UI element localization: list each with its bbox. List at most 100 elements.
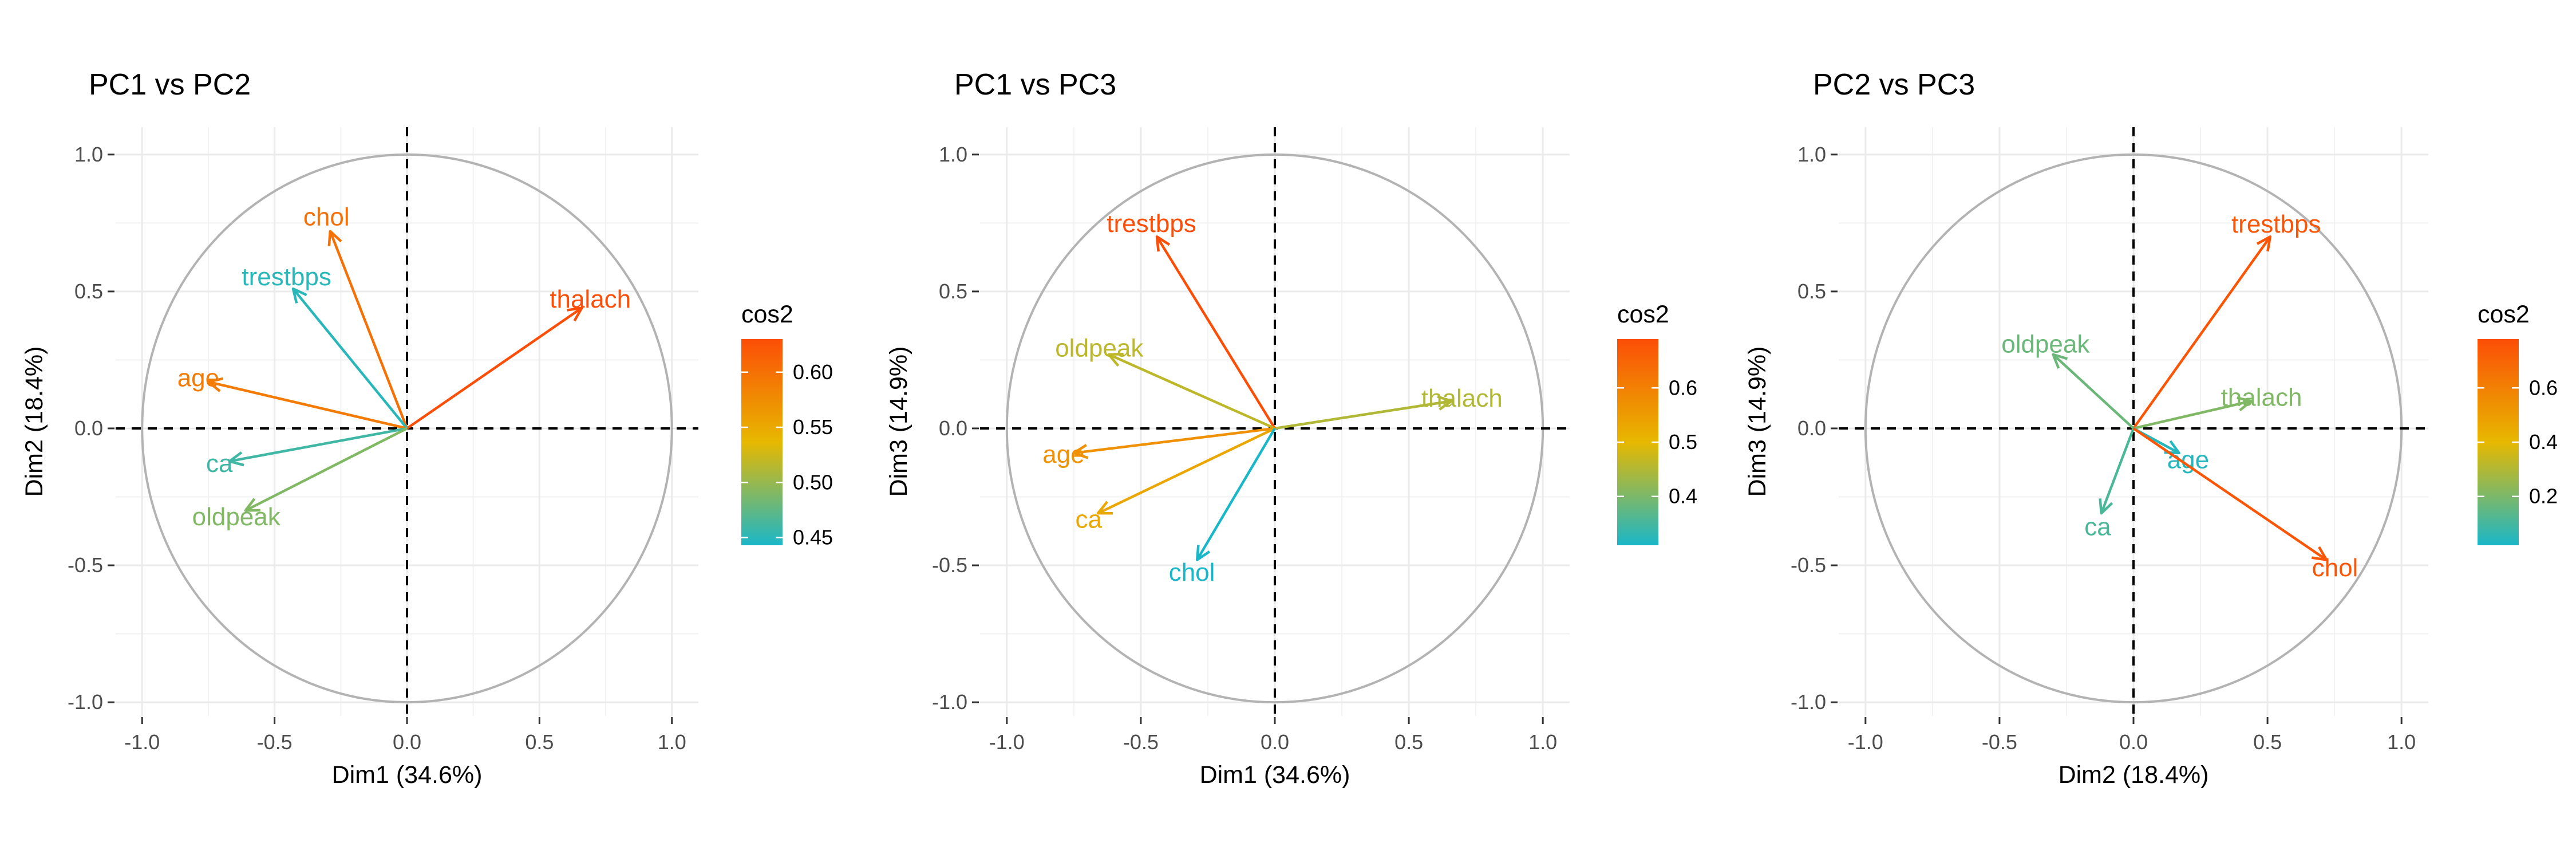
- vector-ca: [2100, 428, 2135, 514]
- vector-chol: [2132, 427, 2328, 561]
- vector-label-trestbps: trestbps: [1107, 210, 1196, 238]
- colorbar-tick-label: 0.50: [793, 470, 833, 494]
- arrowhead-oldpeak: [2052, 353, 2068, 369]
- y-tick-label: -0.5: [932, 553, 967, 577]
- vector-age: [208, 380, 408, 430]
- colorbar-tick-label: 0.6: [1669, 376, 1697, 399]
- vector-label-age: age: [177, 364, 219, 392]
- legend-title: cos2: [741, 301, 793, 328]
- y-tick-label: 1.0: [1797, 143, 1826, 166]
- vector-ca: [229, 427, 408, 463]
- arrowhead-trestbps: [2256, 235, 2272, 252]
- y-tick-label: 0.0: [939, 416, 967, 440]
- arrowhead-ca: [2099, 498, 2113, 515]
- y-tick-label: -1.0: [1791, 690, 1826, 714]
- vector-label-oldpeak: oldpeak: [2001, 330, 2090, 358]
- x-tick-label: 1.0: [2387, 730, 2416, 754]
- legend: cos2 0.45 0.50 0.55 0.60: [741, 301, 833, 549]
- vector-label-ca: ca: [1076, 505, 1103, 533]
- vector-label-oldpeak: oldpeak: [1055, 334, 1144, 362]
- colorbar-tick-label: 0.5: [1669, 430, 1697, 454]
- x-tick-label: 0.5: [1394, 730, 1423, 754]
- unit-circle: [141, 153, 673, 704]
- arrowhead-ca: [1096, 501, 1113, 515]
- arrowhead-thalach: [567, 306, 583, 322]
- vector-thalach: [406, 306, 583, 430]
- panel-1: thalach chol trestbps age ca oldpeak -1.0 -0.5 0…: [21, 68, 833, 789]
- vector-label-ca: ca: [2084, 513, 2111, 541]
- chart-title: PC1 vs PC3: [954, 68, 1116, 101]
- y-tick-label: 1.0: [939, 143, 967, 166]
- colorbar-tick-label: 0.4: [1669, 485, 1697, 508]
- arrowhead-chol: [2312, 546, 2328, 561]
- x-tick-label: -0.5: [1982, 730, 2017, 754]
- arrowhead-chol: [1195, 545, 1211, 561]
- x-tick-label: -0.5: [1123, 730, 1159, 754]
- y-tick-label: 0.0: [1797, 416, 1826, 440]
- vector-label-chol: chol: [2312, 554, 2358, 582]
- vector-label-thalach: thalach: [2221, 383, 2302, 411]
- x-tick-label: -1.0: [1848, 730, 1883, 754]
- vector-chol: [329, 230, 409, 429]
- legend-title: cos2: [1617, 301, 1669, 328]
- y-axis-label: Dim3 (14.9%): [1744, 347, 1771, 497]
- vector-thalach: [2133, 399, 2252, 430]
- vector-label-oldpeak: oldpeak: [192, 503, 281, 531]
- x-axis-label: Dim1 (34.6%): [332, 761, 483, 789]
- panel-2: thalach trestbps oldpeak age ca chol -1.0 -0.5 0…: [885, 68, 1697, 789]
- panel-3: trestbps oldpeak thalach age ca chol -1.0 -0.5 0…: [1744, 68, 2558, 789]
- vector-label-chol: chol: [1169, 558, 1215, 587]
- x-tick-label: 0.0: [2119, 730, 2148, 754]
- arrowhead-thalach: [1437, 395, 1453, 411]
- arrowhead-trestbps: [291, 287, 307, 304]
- vector-oldpeak: [244, 427, 408, 512]
- arrowhead-chol: [327, 230, 342, 246]
- x-axis-label: Dim2 (18.4%): [2059, 761, 2209, 789]
- y-axis-label: Dim2 (18.4%): [21, 347, 48, 497]
- vector-label-ca: ca: [206, 450, 233, 478]
- vector-ca: [1097, 427, 1275, 515]
- legend-title: cos2: [2478, 301, 2530, 328]
- y-tick-label: 1.0: [74, 143, 103, 166]
- colorbar-tick-label: 0.2: [2529, 485, 2558, 508]
- vector-label-age: age: [1042, 440, 1084, 469]
- vector-trestbps: [292, 288, 408, 430]
- arrowhead-trestbps: [1155, 235, 1171, 252]
- x-tick-label: -1.0: [124, 730, 160, 754]
- y-tick-label: -0.5: [68, 553, 103, 577]
- colorbar-tick-label: 0.60: [793, 360, 833, 384]
- vector-label-trestbps: trestbps: [242, 263, 331, 291]
- x-tick-label: -1.0: [989, 730, 1025, 754]
- chart-title: PC1 vs PC2: [89, 68, 251, 101]
- vector-thalach: [1274, 399, 1452, 430]
- vector-chol: [1196, 427, 1276, 561]
- arrowhead-age: [207, 377, 223, 392]
- arrowhead-thalach: [2237, 396, 2253, 412]
- vector-oldpeak: [2052, 353, 2135, 430]
- colorbar: [741, 339, 783, 545]
- arrowhead-oldpeak: [244, 498, 260, 512]
- colorbar-tick-label: 0.4: [2529, 430, 2558, 454]
- y-tick-label: 0.0: [74, 416, 103, 440]
- x-tick-label: 1.0: [1528, 730, 1557, 754]
- legend: cos2 0.4 0.5 0.6: [1617, 301, 1697, 545]
- vector-label-age: age: [2167, 446, 2209, 474]
- x-tick-label: 0.0: [1261, 730, 1289, 754]
- x-tick-label: 1.0: [658, 730, 686, 754]
- colorbar-tick-label: 0.6: [2529, 376, 2558, 399]
- y-tick-label: -1.0: [932, 690, 967, 714]
- y-tick-label: 0.5: [1797, 280, 1826, 303]
- vector-label-chol: chol: [303, 203, 350, 231]
- vector-label-thalach: thalach: [550, 285, 631, 313]
- colorbar-tick-label: 0.45: [793, 526, 833, 549]
- vector-age: [1073, 427, 1275, 455]
- vector-oldpeak: [1108, 353, 1275, 430]
- x-axis-label: Dim1 (34.6%): [1200, 761, 1350, 789]
- y-tick-label: -0.5: [1791, 553, 1826, 577]
- vector-label-trestbps: trestbps: [2231, 210, 2321, 238]
- arrowhead-oldpeak: [1107, 352, 1124, 367]
- arrowhead-age: [1072, 444, 1089, 459]
- x-tick-label: 0.0: [393, 730, 421, 754]
